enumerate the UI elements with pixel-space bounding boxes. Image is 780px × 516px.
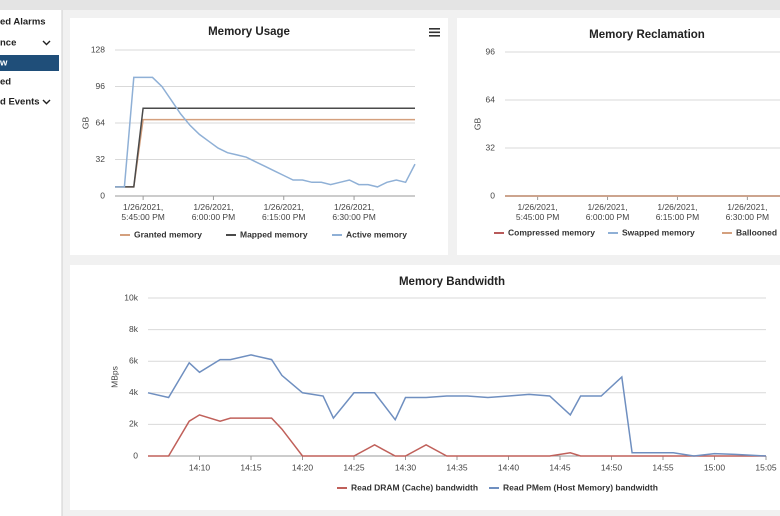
top-bar [0, 0, 780, 10]
x-tick-label: 14:10 [189, 462, 211, 472]
x-tick-label: 14:30 [395, 462, 417, 472]
y-axis-label: GB [80, 117, 90, 130]
panel [70, 18, 448, 255]
y-tick-label: 64 [96, 117, 106, 127]
x-tick-label: 1/26/2021, 6:00:00 PM [586, 202, 629, 222]
y-tick-label: 0 [490, 190, 495, 200]
y-tick-label: 0 [133, 450, 138, 460]
x-tick-label: 14:55 [652, 462, 674, 472]
chart-title: Memory Reclamation [589, 29, 705, 41]
menu-bar[interactable] [429, 28, 440, 30]
nav-item[interactable]: d Events [0, 97, 40, 108]
x-tick-label: 1/26/2021, 6:30:00 PM [332, 202, 375, 222]
y-tick-label: 96 [96, 81, 106, 91]
x-tick-label: 1/26/2021, 5:45:00 PM [516, 202, 559, 222]
menu-bar[interactable] [429, 35, 440, 37]
nav-item[interactable]: ed [0, 77, 11, 88]
chevron[interactable] [42, 40, 51, 46]
y-axis-label: MBps [109, 366, 119, 388]
x-tick-label: 1/26/2021, 6:15:00 PM [656, 202, 699, 222]
x-tick-label: 14:50 [601, 462, 623, 472]
x-tick-label: 1/26/2021, 6:30:00 PM [726, 202, 769, 222]
series-line [148, 414, 766, 457]
nav-item-selected[interactable]: w [0, 58, 8, 69]
y-tick-label: 128 [91, 44, 105, 54]
menu-bar[interactable] [429, 31, 440, 34]
x-tick-label: 14:15 [240, 462, 262, 472]
y-tick-label: 4k [129, 387, 139, 397]
series-line [115, 107, 415, 188]
y-tick-label: 0 [100, 190, 105, 200]
x-tick-label: 14:35 [446, 462, 468, 472]
chevron[interactable] [42, 99, 51, 105]
chart-title: Memory Bandwidth [399, 276, 505, 288]
y-tick-label: 64 [486, 94, 496, 104]
panel [70, 265, 780, 510]
x-tick-label: 14:40 [498, 462, 520, 472]
y-tick-label: 6k [129, 355, 139, 365]
y-tick-label: 96 [486, 46, 496, 56]
y-tick-label: 32 [486, 142, 496, 152]
selected-item-bg[interactable] [0, 55, 59, 71]
series-line [147, 354, 767, 457]
legend-label: Read PMem (Host Memory) bandwidth [503, 482, 658, 492]
x-tick-label: 14:45 [549, 462, 571, 472]
legend-label: Read DRAM (Cache) bandwidth [351, 482, 478, 492]
x-tick-label: 14:25 [343, 462, 365, 472]
y-axis-label: GB [472, 118, 482, 131]
y-tick-label: 10k [124, 292, 138, 302]
y-tick-label: 2k [129, 419, 139, 429]
x-tick-label: 1/26/2021, 5:45:00 PM [121, 202, 164, 222]
menu-icon[interactable] [429, 28, 440, 37]
series-line [115, 76, 416, 188]
series-line [115, 118, 415, 188]
legend-label: Ballooned memory [736, 227, 780, 237]
x-tick-label: 14:20 [292, 462, 314, 472]
x-tick-label: 1/26/2021, 6:00:00 PM [192, 202, 235, 222]
panel [457, 18, 780, 255]
legend-label: Compressed memory [508, 227, 595, 237]
legend-label: Mapped memory [240, 229, 308, 239]
y-tick-label: 32 [96, 154, 106, 164]
nav-item[interactable]: ed Alarms [0, 17, 46, 28]
y-tick-label: 8k [129, 324, 139, 334]
x-tick-label: 15:00 [704, 462, 726, 472]
chart-title: Memory Usage [208, 26, 290, 38]
legend-label: Granted memory [134, 229, 202, 239]
sidebar [0, 10, 62, 516]
legend-label: Swapped memory [622, 227, 695, 237]
nav-item[interactable]: nce [0, 38, 16, 49]
x-tick-label: 15:05 [755, 462, 777, 472]
x-tick-label: 1/26/2021, 6:15:00 PM [262, 202, 305, 222]
legend-label: Active memory [346, 229, 407, 239]
